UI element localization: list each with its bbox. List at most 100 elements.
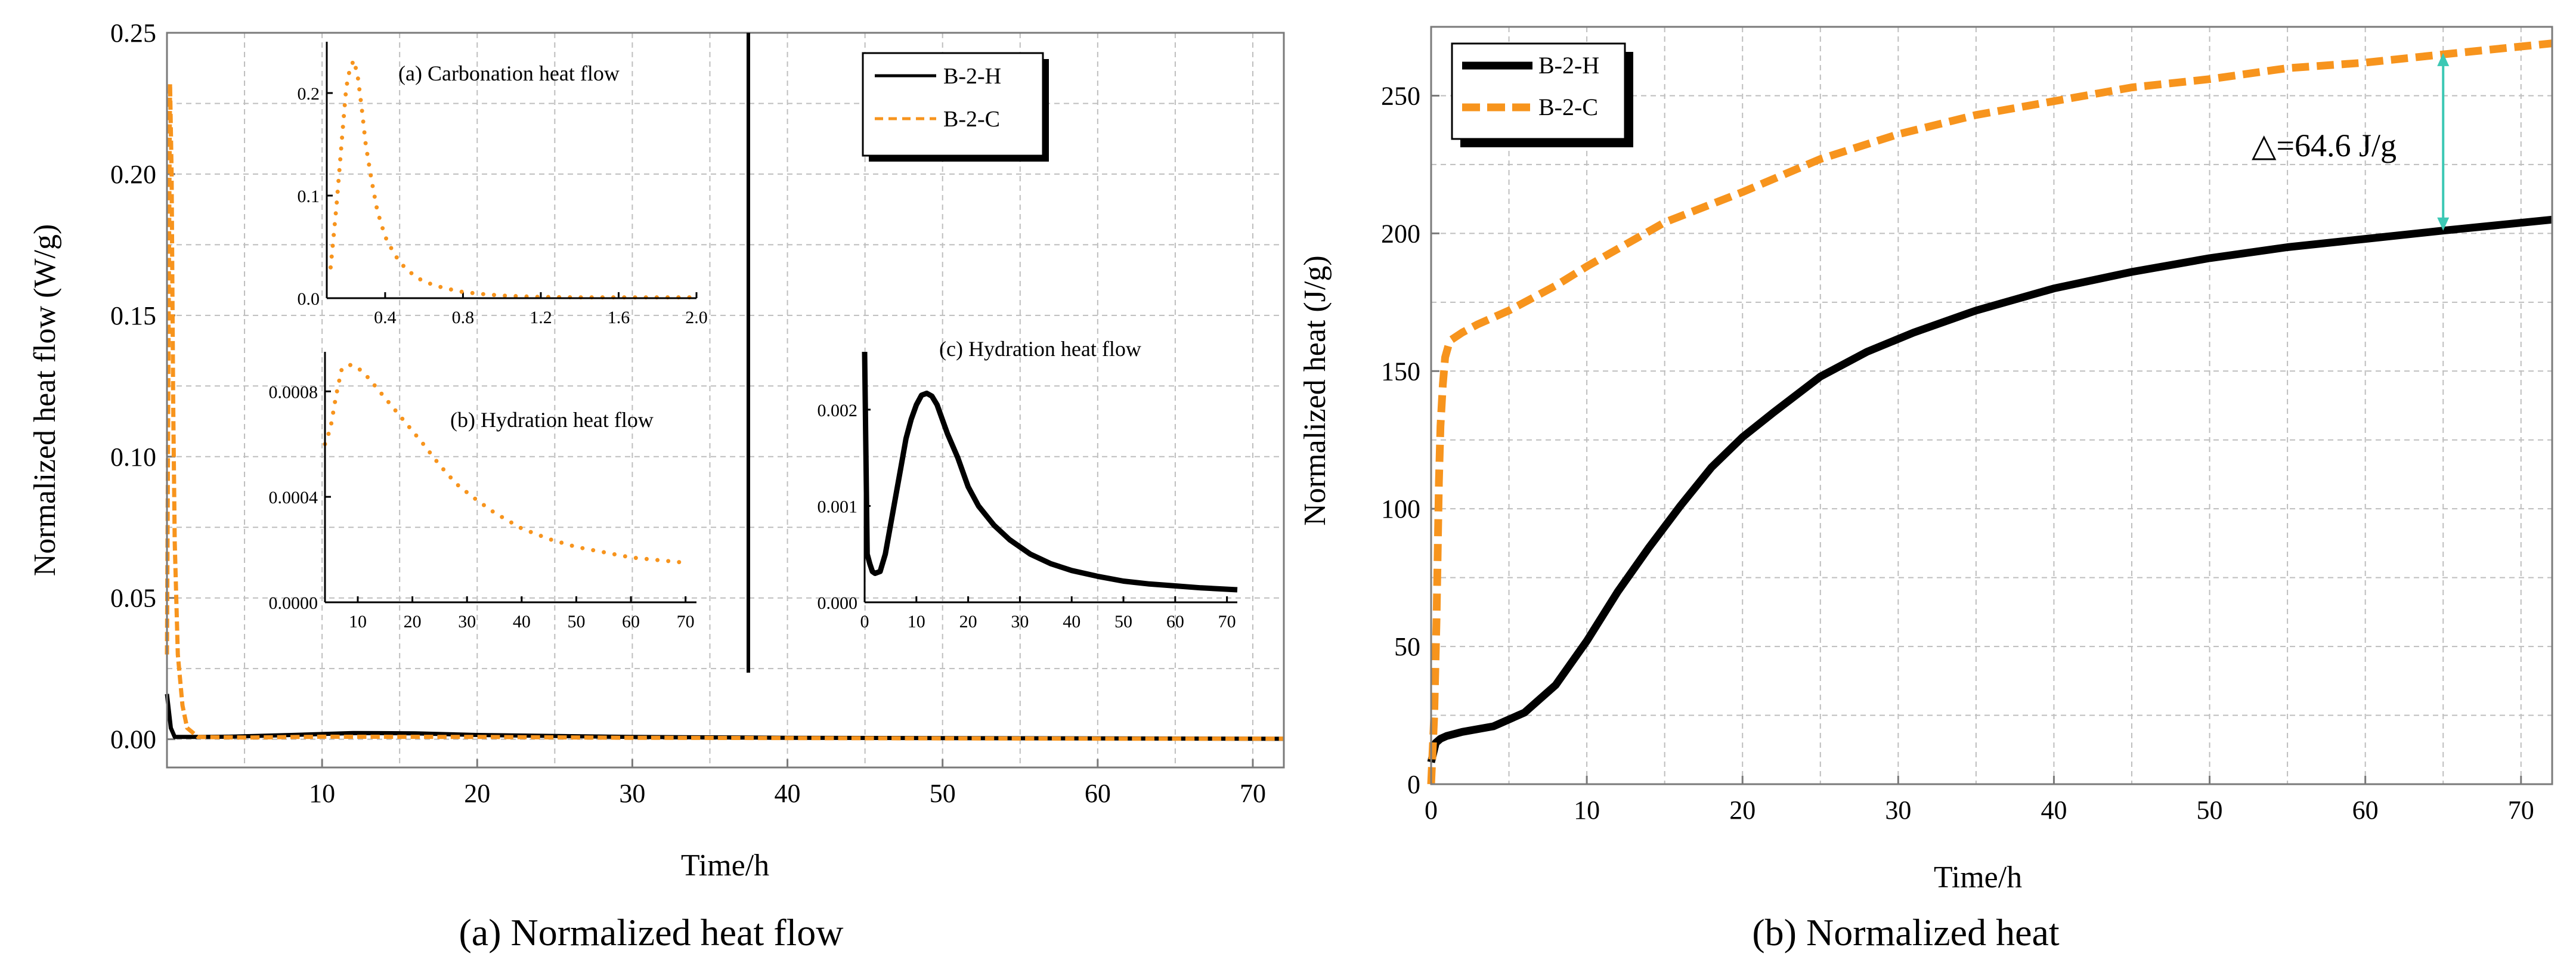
- b-x-tick-label: 30: [1885, 796, 1911, 825]
- inset-1-ticks: 0.0 0.1 0.2 0.4 0.8 1.2 1.6 2.0: [298, 84, 708, 327]
- a-y-tick-label: 0.10: [110, 442, 156, 472]
- in3-x-tick-label: 20: [959, 612, 977, 632]
- in1-x-tick-label: 2.0: [685, 308, 708, 327]
- b-x-tick-label: 40: [2041, 796, 2067, 825]
- in2-x-tick-label: 50: [567, 612, 585, 632]
- a-series-b-2-h: [165, 694, 1284, 741]
- b-x-tick-label: 70: [2508, 796, 2534, 825]
- in3-x-tick-label: 30: [1011, 612, 1029, 632]
- a-y-tick-label: 0.00: [110, 725, 156, 754]
- b-y-tick-label: 100: [1381, 494, 1420, 524]
- panel-b-legend: B-2-H B-2-C: [1451, 42, 1633, 147]
- b-y-tick-label: 50: [1394, 632, 1420, 661]
- b-x-tick-label: 60: [2352, 796, 2379, 825]
- delta-arrow-head-top: [2437, 52, 2450, 66]
- panel-b-x-ticks: 0 10 20 30 40 50 60 70: [1425, 776, 2534, 825]
- in1-x-tick-label: 1.6: [608, 308, 630, 327]
- panel-a-y-ticks: 0.00 0.05 0.10 0.15 0.20 0.25: [110, 18, 175, 754]
- in1-x-tick-label: 0.4: [374, 308, 397, 327]
- panel-b-x-axis-label: Time/h: [1934, 861, 2022, 894]
- delta-annotation: △=64.6 J/g: [2252, 52, 2450, 231]
- in3-x-tick-label: 60: [1166, 612, 1184, 632]
- inset-1-title: (a) Carbonation heat flow: [398, 61, 620, 85]
- in3-x-tick-label: 50: [1114, 612, 1132, 632]
- legend-b-label-b-2-c: B-2-C: [1538, 94, 1598, 120]
- in1-y-tick-label: 0.2: [298, 84, 320, 104]
- panel-a-y-axis-label: Normalized heat flow (W/g): [28, 224, 62, 577]
- inset-2-series: [323, 363, 688, 565]
- in3-y-tick-label: 0.002: [818, 401, 858, 420]
- inset-3-ticks: 0.000 0.001 0.002 0 10 20 30 40 50 60 70: [818, 401, 1236, 632]
- legend-a-label-b-2-h: B-2-H: [943, 64, 1001, 89]
- panel-b-axes-box: [1430, 26, 2553, 785]
- panel-a-x-ticks: 10 20 30 40 50 60 70: [309, 759, 1266, 808]
- panel-b-y-axis-label: Normalized heat (J/g): [1298, 255, 1332, 525]
- in2-x-tick-label: 70: [677, 612, 695, 632]
- b-y-tick-label: 150: [1381, 357, 1420, 386]
- in3-x-tick-label: 40: [1063, 612, 1080, 632]
- b-series-b-2-h: [1427, 215, 2553, 763]
- panel-a-caption: (a) Normalized heat flow: [459, 911, 843, 954]
- in1-x-tick-label: 1.2: [530, 308, 552, 327]
- in2-x-tick-label: 30: [458, 612, 476, 632]
- in3-x-tick-label: 0: [860, 612, 869, 632]
- a-series-b-2-c: [165, 81, 1284, 741]
- inset-3-series: [862, 351, 1238, 593]
- inset-hydration-heat-flow-c: 0.000 0.001 0.002 0 10 20 30 40 50 60 70 (c) Hydra…: [818, 337, 1238, 632]
- legend-b-label-b-2-h: B-2-H: [1538, 52, 1599, 79]
- b-x-tick-label: 20: [1729, 796, 1755, 825]
- b-x-tick-label: 0: [1425, 796, 1438, 825]
- delta-annotation-text: △=64.6 J/g: [2252, 128, 2397, 163]
- panel-b-legend-box: [1451, 42, 1626, 140]
- b-y-tick-label: 200: [1381, 219, 1420, 248]
- a-x-tick-label: 60: [1085, 779, 1111, 808]
- in2-y-tick-label: 0.0000: [269, 593, 318, 613]
- inset-2-title: (b) Hydration heat flow: [450, 408, 654, 432]
- a-y-tick-label: 0.15: [110, 301, 156, 330]
- b-x-tick-label: 50: [2197, 796, 2223, 825]
- in2-y-tick-label: 0.0004: [269, 488, 318, 507]
- a-y-tick-label: 0.25: [110, 18, 156, 48]
- inset-2-ticks: 0.0000 0.0004 0.0008 10 20 30 40 50 60 70: [269, 382, 695, 632]
- delta-arrow-head-bottom: [2437, 217, 2450, 231]
- a-y-tick-label: 0.20: [110, 160, 156, 189]
- in3-y-tick-label: 0.000: [818, 593, 858, 613]
- inset-3-title: (c) Hydration heat flow: [939, 337, 1141, 361]
- in2-x-tick-label: 20: [404, 612, 422, 632]
- panel-a-series: [165, 81, 1284, 741]
- b-y-tick-label: 250: [1381, 81, 1420, 110]
- a-x-tick-label: 70: [1240, 779, 1266, 808]
- a-x-tick-label: 30: [619, 779, 645, 808]
- panel-a-legend-box: [862, 52, 1044, 157]
- legend-a-label-b-2-c: B-2-C: [943, 107, 1000, 132]
- panel-b-normalized-heat: 0 50 100 150 200 250 0 10 20 30 40 50 60 70 △=64.6 J…: [1298, 26, 2553, 954]
- panel-a-normalized-heat-flow: 0.000.050.100.150.200.25 10 20 30 40 50 60 70 …: [28, 18, 1285, 954]
- in3-y-tick-label: 0.001: [818, 497, 858, 516]
- inset-carbonation-heat-flow: 0.0 0.1 0.2 0.4 0.8 1.2 1.6 2.0 (a) Carbonation…: [298, 42, 708, 327]
- b-x-tick-label: 10: [1574, 796, 1600, 825]
- in2-x-tick-label: 60: [622, 612, 640, 632]
- panel-b-series: [1427, 39, 2553, 785]
- inset-hydration-heat-flow-b: 0.0000 0.0004 0.0008 10 20 30 40 50 60 70 (b) Hyd…: [269, 352, 696, 632]
- b-y-tick-label: 0: [1407, 770, 1420, 799]
- in2-series-b-2-c: [323, 363, 688, 565]
- panel-b-grid: [1431, 26, 2552, 784]
- in3-x-tick-label: 70: [1218, 612, 1236, 632]
- in3-x-tick-label: 10: [908, 612, 925, 632]
- panel-a-axes-box: [166, 32, 1285, 769]
- a-x-tick-label: 10: [309, 779, 335, 808]
- panel-a-x-axis-label: Time/h: [681, 849, 769, 883]
- in1-x-tick-label: 0.8: [452, 308, 475, 327]
- in1-y-tick-label: 0.1: [298, 187, 320, 206]
- a-x-tick-label: 20: [464, 779, 490, 808]
- a-x-tick-label: 50: [930, 779, 956, 808]
- a-x-tick-label: 40: [775, 779, 801, 808]
- in2-y-tick-label: 0.0008: [269, 382, 318, 402]
- b-series-b-2-c: [1427, 39, 2553, 785]
- a-y-tick-label: 0.05: [110, 584, 156, 613]
- in1-y-tick-label: 0.0: [298, 289, 320, 309]
- in2-x-tick-label: 10: [349, 612, 367, 632]
- in3-series-b-2-h: [862, 351, 1238, 593]
- in2-x-tick-label: 40: [513, 612, 531, 632]
